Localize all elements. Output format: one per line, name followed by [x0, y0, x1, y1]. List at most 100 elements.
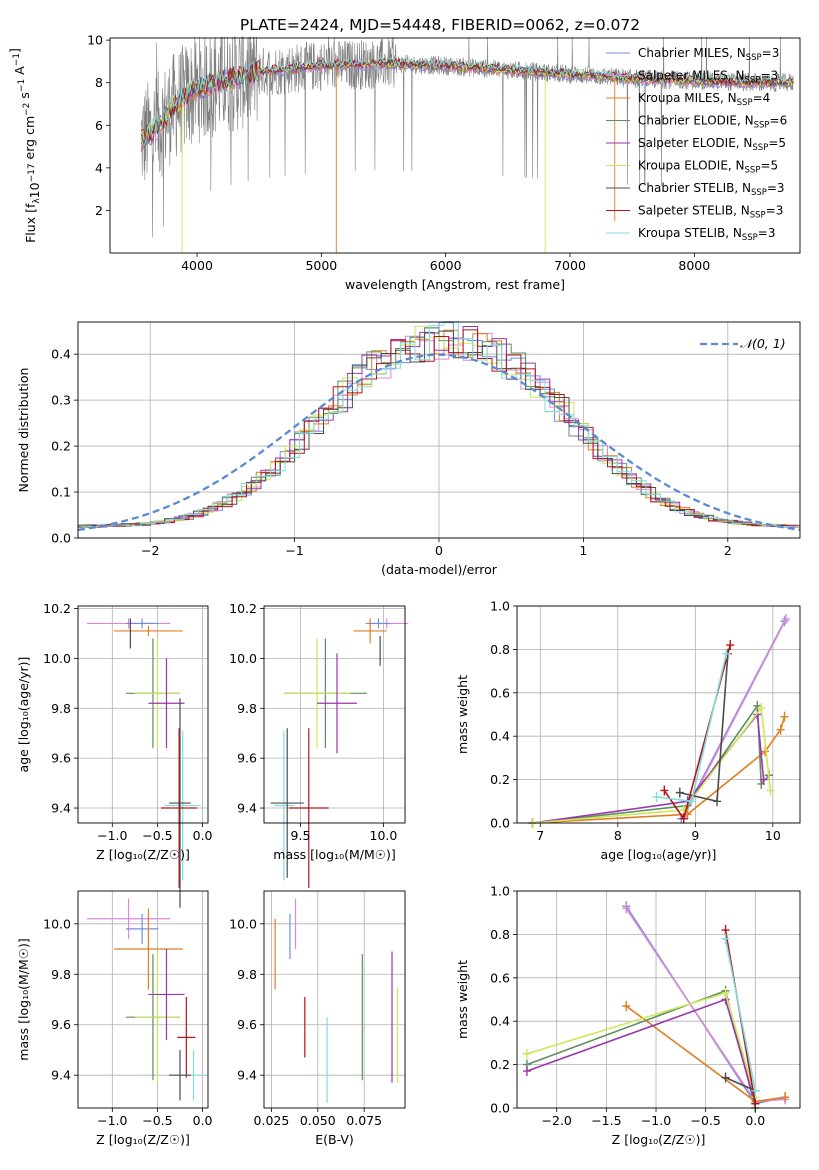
- massweight-vs-age-line-2: [532, 716, 786, 824]
- spectrum-ylabel-part-5: −2: [22, 103, 32, 116]
- legend-sub-1: SSP: [745, 76, 761, 86]
- legend-sub-2: SSP: [737, 98, 753, 108]
- massweight-vs-age-xtick-label-2: 9: [691, 828, 699, 843]
- age-vs-Z-xtick-label-1: −0.5: [142, 828, 172, 843]
- residuals-xtick-label-4: 2: [724, 543, 732, 558]
- residual-hist-7: [77, 329, 800, 538]
- age-vs-Z-ylabel: age [log₁₀(age/yr)]: [16, 657, 31, 773]
- data-layer: [77, 36, 801, 1113]
- legend-label-1: Salpeter MILES, NSSP=3: [638, 69, 778, 86]
- legend-text-0: Chabrier MILES, N: [638, 46, 746, 60]
- spectrum-xtick-label-4: 8000: [678, 258, 710, 273]
- massweight-vs-age-ytick-label-4: 0.8: [490, 642, 510, 657]
- massweight-vs-age-xtick-label-3: 10: [765, 828, 781, 843]
- mass-vs-Z-ylabel: mass [log₁₀(M/M☉)]: [16, 938, 31, 1060]
- spectrum-ylabel-part-6: s: [17, 92, 32, 103]
- age-vs-Z-frame: [77, 605, 209, 824]
- massweight-vs-Z-ytick-label-3: 0.6: [490, 970, 510, 985]
- legend-sub-5: SSP: [745, 166, 761, 176]
- model-spectrum-7: [140, 57, 794, 141]
- legend-n-4: =5: [768, 136, 786, 150]
- age-vs-mass-ytick-label-4: 10.2: [229, 601, 257, 616]
- figure-title: PLATE=2424, MJD=54448, FIBERID=0062, z=0…: [240, 16, 640, 34]
- mass-vs-ebv-ytick-label-2: 9.8: [237, 967, 257, 982]
- legend-n-5: =5: [760, 159, 778, 173]
- mass-vs-Z-xlabel: Z [log₁₀(Z/Z☉)]: [96, 1132, 190, 1147]
- massweight-vs-age-ytick-label-0: 0.0: [490, 816, 510, 831]
- massweight-vs-age-marker-5-2: [757, 702, 766, 713]
- residuals-ytick-label-2: 0.2: [51, 439, 71, 454]
- frames-layer: [74, 37, 801, 1112]
- massweight-vs-Z-ylabel: mass weight: [455, 960, 470, 1039]
- massweight-vs-Z-marker-8-1: [751, 1085, 760, 1096]
- mass-vs-Z-xtick-label-2: 0.0: [193, 1113, 213, 1128]
- spectrum-ylabel-part-3: −17: [27, 163, 37, 182]
- massweight-vs-Z-xtick-label-1: −1.5: [591, 1113, 621, 1128]
- age-vs-Z-ytick-label-0: 9.4: [51, 801, 71, 816]
- massweight-vs-Z-line-6: [725, 1076, 756, 1092]
- residuals-xtick-label-0: −2: [141, 543, 159, 558]
- age-vs-mass-frame: [263, 605, 406, 824]
- massweight-vs-Z-frame: [516, 890, 801, 1109]
- mass-vs-Z-xtick-label-0: −1.0: [97, 1113, 127, 1128]
- age-vs-mass-ytick-label-1: 9.6: [237, 751, 257, 766]
- massweight-vs-age-ytick-label-5: 1.0: [490, 599, 510, 614]
- massweight-vs-Z-marker-6-0: [721, 1072, 730, 1083]
- legend-n-6: =3: [767, 181, 785, 195]
- legend-text-6: Chabrier STELIB, N: [638, 181, 751, 195]
- mass-vs-ebv-xtick-label-0: 0.025: [254, 1113, 290, 1128]
- massweight-vs-age-marker-3-2: [753, 700, 762, 711]
- mass-vs-Z-ytick-label-1: 9.6: [51, 1017, 71, 1032]
- legend-n-0: =3: [762, 46, 780, 60]
- age-vs-Z-xtick-label-2: 0.0: [193, 828, 213, 843]
- age-vs-mass-xlabel: mass [log₁₀(M/M☉)]: [273, 847, 395, 862]
- age-vs-Z-xlabel: Z [log₁₀(Z/Z☉)]: [96, 847, 190, 862]
- massweight-vs-age-marker-5-3: [766, 785, 775, 796]
- mass-vs-Z-frame: [77, 890, 209, 1109]
- massweight-vs-Z-marker-5-0: [522, 1048, 531, 1059]
- age-vs-Z-ytick-label-3: 10.0: [43, 651, 71, 666]
- legend-label-2: Kroupa MILES, NSSP=4: [638, 91, 770, 108]
- massweight-vs-age-marker-6-0: [675, 787, 684, 798]
- residuals-xtick-label-2: 0: [435, 543, 443, 558]
- residuals-xlabel: (data-model)/error: [381, 562, 498, 577]
- legend-label-7: Salpeter STELIB, NSSP=3: [638, 204, 783, 221]
- residuals-xtick-label-3: 1: [579, 543, 587, 558]
- legend-n-3: =6: [770, 114, 788, 128]
- age-vs-Z-xtick-label-0: −1.0: [97, 828, 127, 843]
- normal-legend-label: 𝒩(0, 1): [740, 336, 786, 351]
- legend-text-1: Salpeter MILES, N: [638, 69, 745, 83]
- massweight-vs-Z-xtick-label-4: 0.0: [745, 1113, 765, 1128]
- mass-vs-ebv-ytick-label-0: 9.4: [237, 1068, 257, 1083]
- spectrum-ylabel-part-4: erg cm: [22, 116, 37, 164]
- mass-vs-ebv-ytick-label-1: 9.6: [237, 1017, 257, 1032]
- massweight-vs-Z-marker-8-0: [721, 933, 730, 944]
- massweight-vs-age-xtick-label-1: 8: [614, 828, 622, 843]
- massweight-vs-Z-line-5: [526, 991, 757, 1098]
- spectrum-ylabel-part-10: ]: [7, 48, 22, 53]
- residual-hist-8: [77, 321, 800, 538]
- massweight-vs-Z-xtick-label-2: −1.0: [641, 1113, 671, 1128]
- spectrum-ytick-label-2: 6: [95, 118, 103, 133]
- spectrum-ytick-label-1: 4: [95, 160, 103, 175]
- residuals-frame: [77, 321, 801, 539]
- spectrum-xtick-label-1: 5000: [305, 258, 337, 273]
- legend-text-3: Chabrier ELODIE, N: [638, 114, 754, 128]
- legend-sub-4: SSP: [752, 143, 768, 153]
- massweight-vs-Z-marker-1-0: [622, 903, 631, 914]
- age-vs-mass-ytick-label-2: 9.8: [237, 701, 257, 716]
- mass-vs-ebv-xtick-label-1: 0.050: [300, 1113, 336, 1128]
- massweight-vs-age-ytick-label-1: 0.2: [490, 772, 510, 787]
- mass-vs-Z-ytick-label-2: 9.8: [51, 967, 71, 982]
- legend-text-7: Salpeter STELIB, N: [638, 204, 750, 218]
- legend-sub-0: SSP: [746, 53, 762, 63]
- massweight-vs-Z-xlabel: Z [log₁₀(Z/Z☉)]: [612, 1132, 706, 1147]
- massweight-vs-Z-xtick-label-3: −0.5: [690, 1113, 720, 1128]
- residuals-ytick-label-4: 0.4: [51, 347, 71, 362]
- massweight-vs-Z-marker-2-2: [781, 1092, 790, 1103]
- legend-sub-7: SSP: [750, 211, 766, 221]
- massweight-vs-age-ylabel: mass weight: [455, 675, 470, 754]
- age-vs-mass-ytick-label-0: 9.4: [237, 801, 257, 816]
